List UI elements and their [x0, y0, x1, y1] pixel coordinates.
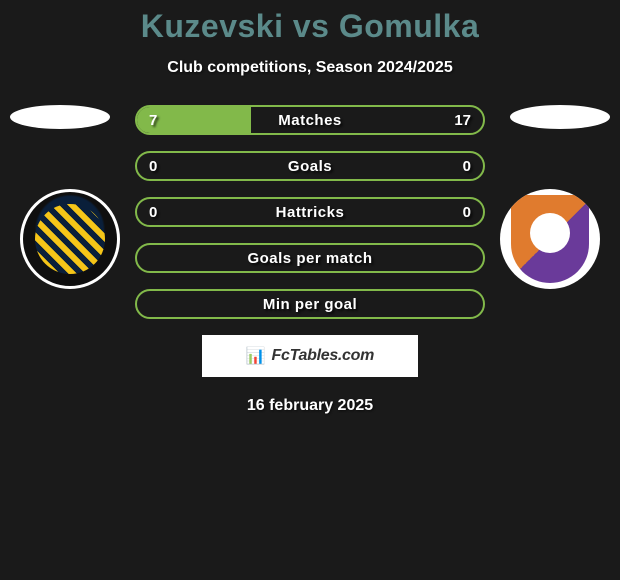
stat-label: Matches	[278, 112, 342, 129]
team-badge-right	[500, 189, 600, 289]
stat-value-left: 7	[149, 112, 157, 129]
stats-area: 7 Matches 17 0 Goals 0 0 Hattricks 0 Goa…	[0, 105, 620, 415]
soccer-ball-icon	[530, 213, 570, 253]
comparison-card: Kuzevski vs Gomulka Club competitions, S…	[0, 0, 620, 415]
stat-bar-goals-per-match: Goals per match	[135, 243, 485, 273]
page-title: Kuzevski vs Gomulka	[0, 8, 620, 45]
stat-bars: 7 Matches 17 0 Goals 0 0 Hattricks 0 Goa…	[135, 105, 485, 319]
stat-bar-min-per-goal: Min per goal	[135, 289, 485, 319]
stat-value-left: 0	[149, 204, 157, 221]
stat-bar-hattricks: 0 Hattricks 0	[135, 197, 485, 227]
date-label: 16 february 2025	[0, 397, 620, 415]
stat-value-right: 0	[463, 204, 471, 221]
stat-bar-goals: 0 Goals 0	[135, 151, 485, 181]
player-marker-left	[10, 105, 110, 129]
stat-value-right: 17	[454, 112, 471, 129]
stat-value-left: 0	[149, 158, 157, 175]
player-marker-right	[510, 105, 610, 129]
source-logo-text: FcTables.com	[272, 347, 375, 365]
team-badge-left-inner	[35, 204, 105, 274]
stat-label: Goals	[288, 158, 332, 175]
source-logo: 📊 FcTables.com	[202, 335, 418, 377]
stat-label: Min per goal	[263, 296, 357, 313]
team-badge-left	[20, 189, 120, 289]
subtitle: Club competitions, Season 2024/2025	[0, 59, 620, 77]
stat-value-right: 0	[463, 158, 471, 175]
stat-label: Goals per match	[247, 250, 372, 267]
stat-bar-matches: 7 Matches 17	[135, 105, 485, 135]
chart-icon: 📊	[246, 346, 266, 366]
stat-label: Hattricks	[276, 204, 345, 221]
team-badge-right-shield	[511, 195, 589, 283]
